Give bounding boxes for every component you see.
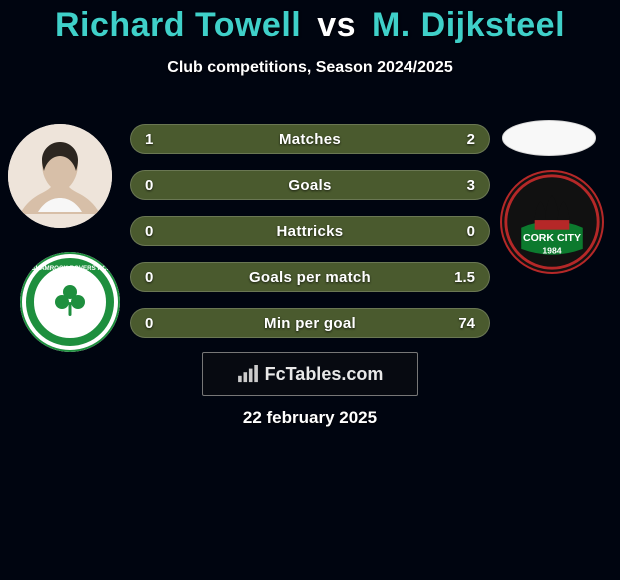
svg-text:SHAMROCK ROVERS F.C.: SHAMROCK ROVERS F.C. xyxy=(31,265,108,272)
stat-left-value: 1 xyxy=(145,131,185,148)
badge-year: 1984 xyxy=(542,246,561,256)
stat-label: Matches xyxy=(185,131,435,148)
stat-left-value: 0 xyxy=(145,269,185,286)
stat-row: 0 Min per goal 74 xyxy=(130,308,490,338)
date: 22 february 2025 xyxy=(0,408,620,428)
stats-panel: 1 Matches 2 0 Goals 3 0 Hattricks 0 0 Go… xyxy=(130,124,490,354)
stat-row: 0 Goals 3 xyxy=(130,170,490,200)
stat-label: Goals per match xyxy=(185,269,435,286)
comparison-title: Richard Towell vs M. Dijksteel xyxy=(0,0,620,45)
player1-name: Richard Towell xyxy=(55,6,301,44)
player1-club-badge: SHAMROCK ROVERS F.C. xyxy=(20,252,120,352)
player2-club-badge: CORK CITY 1984 xyxy=(500,170,604,274)
bar-chart-icon xyxy=(237,365,259,383)
stat-row: 0 Goals per match 1.5 xyxy=(130,262,490,292)
cork-city-badge-icon: CORK CITY 1984 xyxy=(502,170,602,274)
stat-left-value: 0 xyxy=(145,315,185,332)
stat-left-value: 0 xyxy=(145,177,185,194)
stat-label: Min per goal xyxy=(185,315,435,332)
player2-photo xyxy=(502,120,596,156)
stat-right-value: 1.5 xyxy=(435,269,475,286)
stat-right-value: 3 xyxy=(435,177,475,194)
stat-label: Goals xyxy=(185,177,435,194)
vs-label: vs xyxy=(317,6,356,44)
watermark-text: FcTables.com xyxy=(265,364,384,385)
player2-name: M. Dijksteel xyxy=(372,6,565,44)
stat-right-value: 74 xyxy=(435,315,475,332)
stat-row: 1 Matches 2 xyxy=(130,124,490,154)
stat-label: Hattricks xyxy=(185,223,435,240)
person-icon xyxy=(8,124,112,228)
shamrock-badge-icon: SHAMROCK ROVERS F.C. xyxy=(20,252,120,352)
svg-text:CORK CITY: CORK CITY xyxy=(523,232,581,244)
stat-left-value: 0 xyxy=(145,223,185,240)
stat-right-value: 0 xyxy=(435,223,475,240)
stat-row: 0 Hattricks 0 xyxy=(130,216,490,246)
player1-photo xyxy=(8,124,112,228)
stat-right-value: 2 xyxy=(435,131,475,148)
watermark: FcTables.com xyxy=(202,352,418,396)
subtitle: Club competitions, Season 2024/2025 xyxy=(0,59,620,77)
